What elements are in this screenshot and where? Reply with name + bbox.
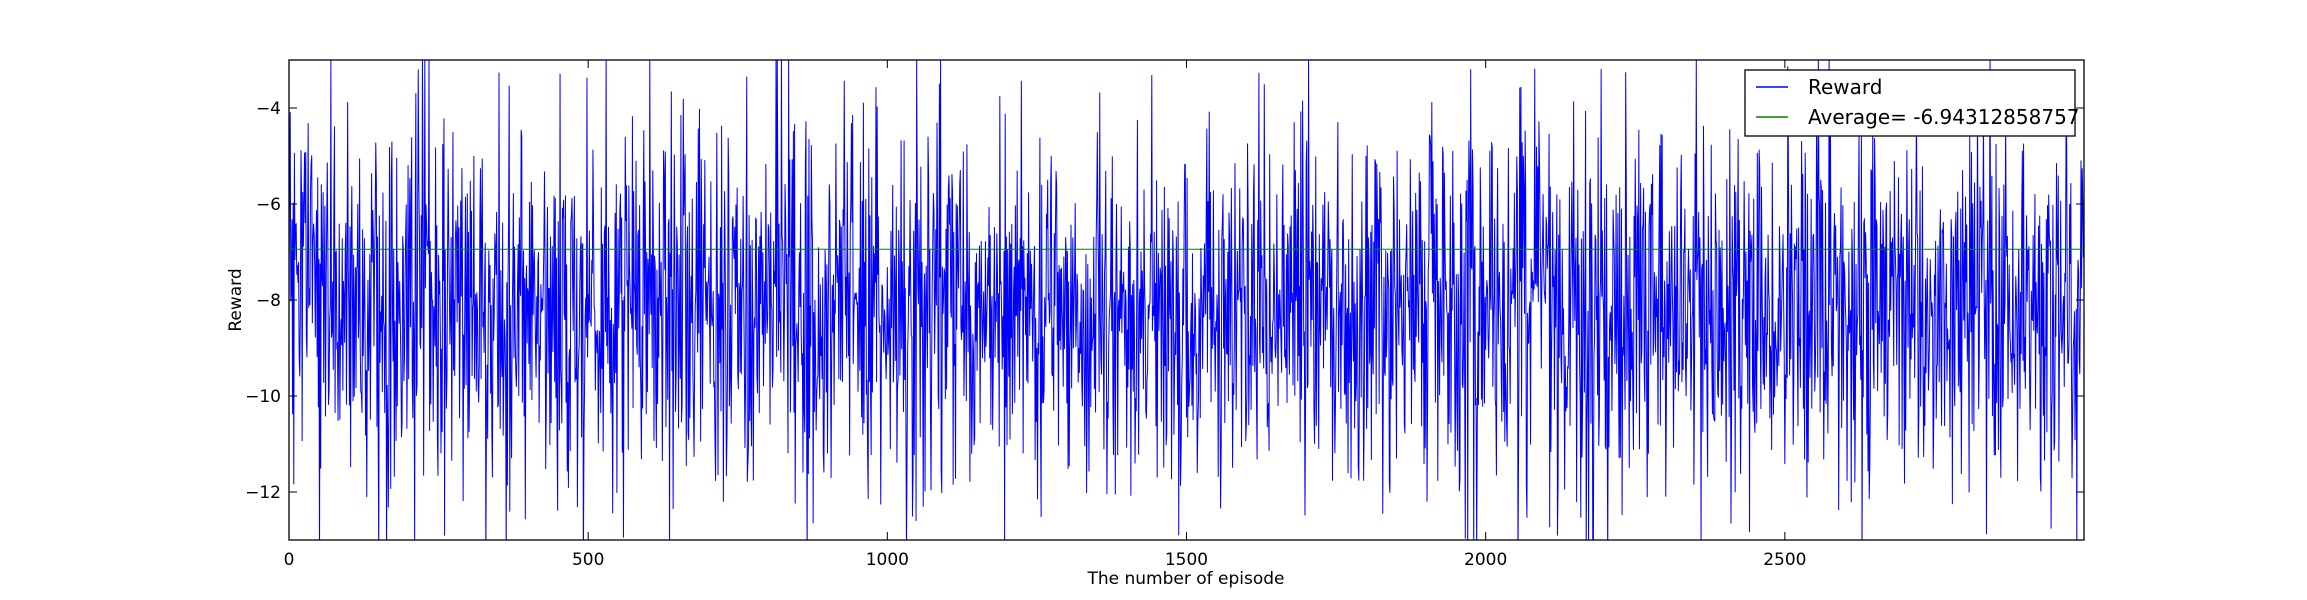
legend: Reward Average= -6.94312858757	[1744, 69, 2080, 137]
y-tick-label: −12	[245, 483, 281, 503]
y-tick-label: −6	[256, 195, 281, 215]
x-tick-label: 0	[284, 550, 295, 570]
legend-average-label: Average= -6.94312858757	[1808, 105, 2080, 129]
y-tick-label: −4	[256, 99, 281, 119]
y-tick-label: −8	[256, 291, 281, 311]
legend-box	[1744, 69, 2076, 137]
x-tick-label: 1000	[866, 550, 909, 570]
x-tick-label: 500	[572, 550, 604, 570]
ticks-layer: 0 500 1000 1500 2000 2500 −12 −10 −8 −6 −4	[245, 60, 2084, 570]
reward-series-line	[289, 60, 2084, 540]
legend-reward-label: Reward	[1808, 75, 1882, 99]
x-tick-label: 1500	[1165, 550, 1208, 570]
x-tick-label: 2500	[1763, 550, 1806, 570]
x-axis-label: The number of episode	[1086, 569, 1284, 589]
y-axis-label: Reward	[226, 268, 246, 331]
y-tick-label: −10	[245, 387, 281, 407]
series-layer	[289, 60, 2084, 540]
x-tick-label: 2000	[1464, 550, 1507, 570]
